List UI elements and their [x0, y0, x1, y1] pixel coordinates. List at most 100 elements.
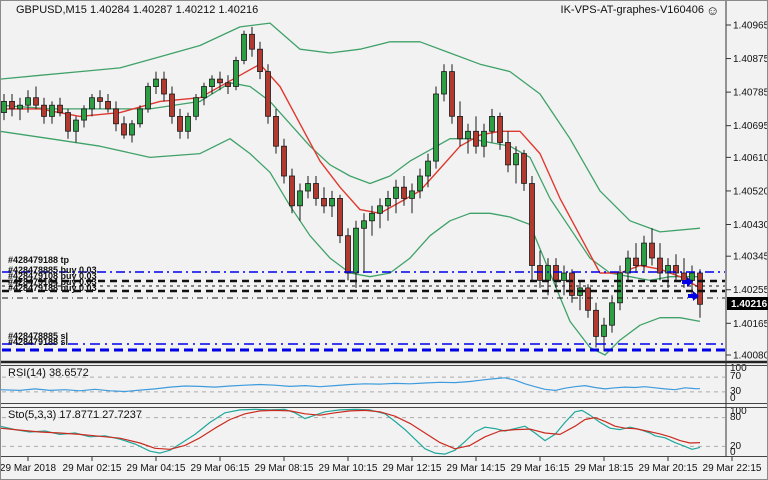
indicator-scale-label: 20: [730, 441, 742, 452]
candle-body: [401, 186, 407, 199]
candle-body: [289, 175, 295, 207]
candle-body: [609, 302, 615, 326]
candle-body: [425, 160, 431, 177]
time-axis-label: 29 Mar 22:15: [703, 463, 762, 474]
time-axis-label: 29 Mar 10:15: [319, 463, 378, 474]
candle-body: [201, 86, 207, 99]
price-axis-label: 1.40345: [733, 252, 768, 263]
candles-layer: [1, 26, 703, 352]
candle-body: [25, 97, 31, 106]
time-axis-label: 29 Mar 20:15: [639, 463, 698, 474]
candle-body: [545, 265, 551, 281]
symbol-title: GBPUSD,M15 1.40284 1.40287 1.40212 1.402…: [16, 4, 258, 16]
stochastic-d-line: [0, 409, 701, 450]
order-lines-layer[interactable]: #428479188 tp#428478885 buy 0.03#4284791…: [2, 255, 725, 352]
price-axis-label: 1.40430: [733, 220, 768, 231]
candle-body: [241, 33, 247, 61]
candle-body: [465, 130, 471, 140]
stoploss-label: #428478885 sl: [8, 331, 68, 341]
candle-body: [97, 97, 103, 102]
candle-body: [689, 272, 695, 281]
candle-body: [513, 153, 519, 166]
candle-body: [377, 205, 383, 214]
order-label: #428479188 buy 0.03: [8, 283, 97, 293]
candle-body: [209, 78, 215, 87]
time-axis-label: 29 Mar 16:15: [511, 463, 570, 474]
candle-body: [297, 190, 303, 207]
candle-body: [673, 265, 679, 274]
candle-body: [649, 242, 655, 259]
candle-body: [113, 108, 119, 125]
candle-body: [121, 123, 127, 136]
order-label: #428479108 buy 0.03: [8, 271, 97, 281]
candle-body: [273, 116, 279, 147]
candle-body: [33, 97, 39, 106]
candle-body: [449, 71, 455, 117]
price-axis-label: 1.40610: [733, 153, 768, 164]
candle-body: [585, 287, 591, 311]
candle-body: [305, 183, 311, 192]
buy-arrow-icon: [688, 291, 699, 301]
stochastic-k-line: [0, 408, 701, 455]
candle-body: [17, 104, 23, 110]
candle-body: [265, 71, 271, 117]
candle-body: [65, 112, 71, 132]
candle-body: [657, 257, 663, 274]
candle-body: [185, 116, 191, 132]
candle-body: [57, 104, 63, 114]
candle-body: [697, 272, 703, 305]
time-axis-label: 29 Mar 14:15: [447, 463, 506, 474]
candle-body: [177, 116, 183, 132]
candle-body: [681, 272, 687, 281]
candle-body: [153, 78, 159, 87]
candle-body: [553, 265, 559, 281]
stoploss-label: #428479188 sl: [8, 337, 68, 347]
candle-body: [41, 104, 47, 117]
time-axis-label: 29 Mar 06:15: [191, 463, 250, 474]
candle-body: [225, 82, 231, 87]
candle-body: [433, 93, 439, 162]
candle-body: [321, 197, 327, 207]
indicator-scale-label: 0: [730, 447, 736, 458]
candle-body: [345, 235, 351, 274]
price-axis-label: 1.40785: [733, 88, 768, 99]
candle-body: [193, 97, 199, 117]
candle-body: [601, 324, 607, 337]
candle-body: [393, 186, 399, 199]
candle-body: [9, 101, 15, 110]
candle-body: [129, 123, 135, 136]
price-axis-label: 1.40255: [733, 285, 768, 296]
time-axis-label: 29 Mar 12:15: [383, 463, 442, 474]
candle-body: [73, 119, 79, 132]
candle-body: [529, 183, 535, 266]
candle-body: [329, 197, 335, 207]
indicator-scale-label: 70: [730, 371, 742, 382]
bollinger-lower-band: [0, 130, 701, 356]
candle-body: [361, 220, 367, 229]
candle-body: [385, 197, 391, 207]
candle-body: [409, 190, 415, 199]
order-label: #428478885 buy 0.03: [8, 265, 97, 275]
candle-body: [337, 197, 343, 237]
time-axis-label: 29 Mar 08:15: [255, 463, 314, 474]
order-label: #428479188 tp: [8, 255, 70, 265]
candle-body: [89, 97, 95, 110]
time-axis-label: 29 Mar 18:15: [575, 463, 634, 474]
candle-body: [353, 227, 359, 274]
time-axis-label: 29 Mar 2018: [0, 463, 57, 474]
bollinger-upper-band: [0, 22, 701, 233]
candle-body: [161, 78, 167, 95]
indicator-scale-label: 80: [730, 412, 742, 423]
candle-body: [641, 242, 647, 266]
candle-body: [505, 142, 511, 166]
candle-body: [489, 116, 495, 132]
indicator-scale-label: 100: [730, 406, 747, 417]
watermark-label: IK-VPS-AT-graphes-V160406: [561, 4, 704, 16]
rsi-indicator-label: RSI(14) 38.6572: [8, 367, 89, 379]
candle-body: [665, 265, 671, 274]
current-price-value: 1.40216: [731, 299, 768, 310]
candle-body: [281, 145, 287, 177]
